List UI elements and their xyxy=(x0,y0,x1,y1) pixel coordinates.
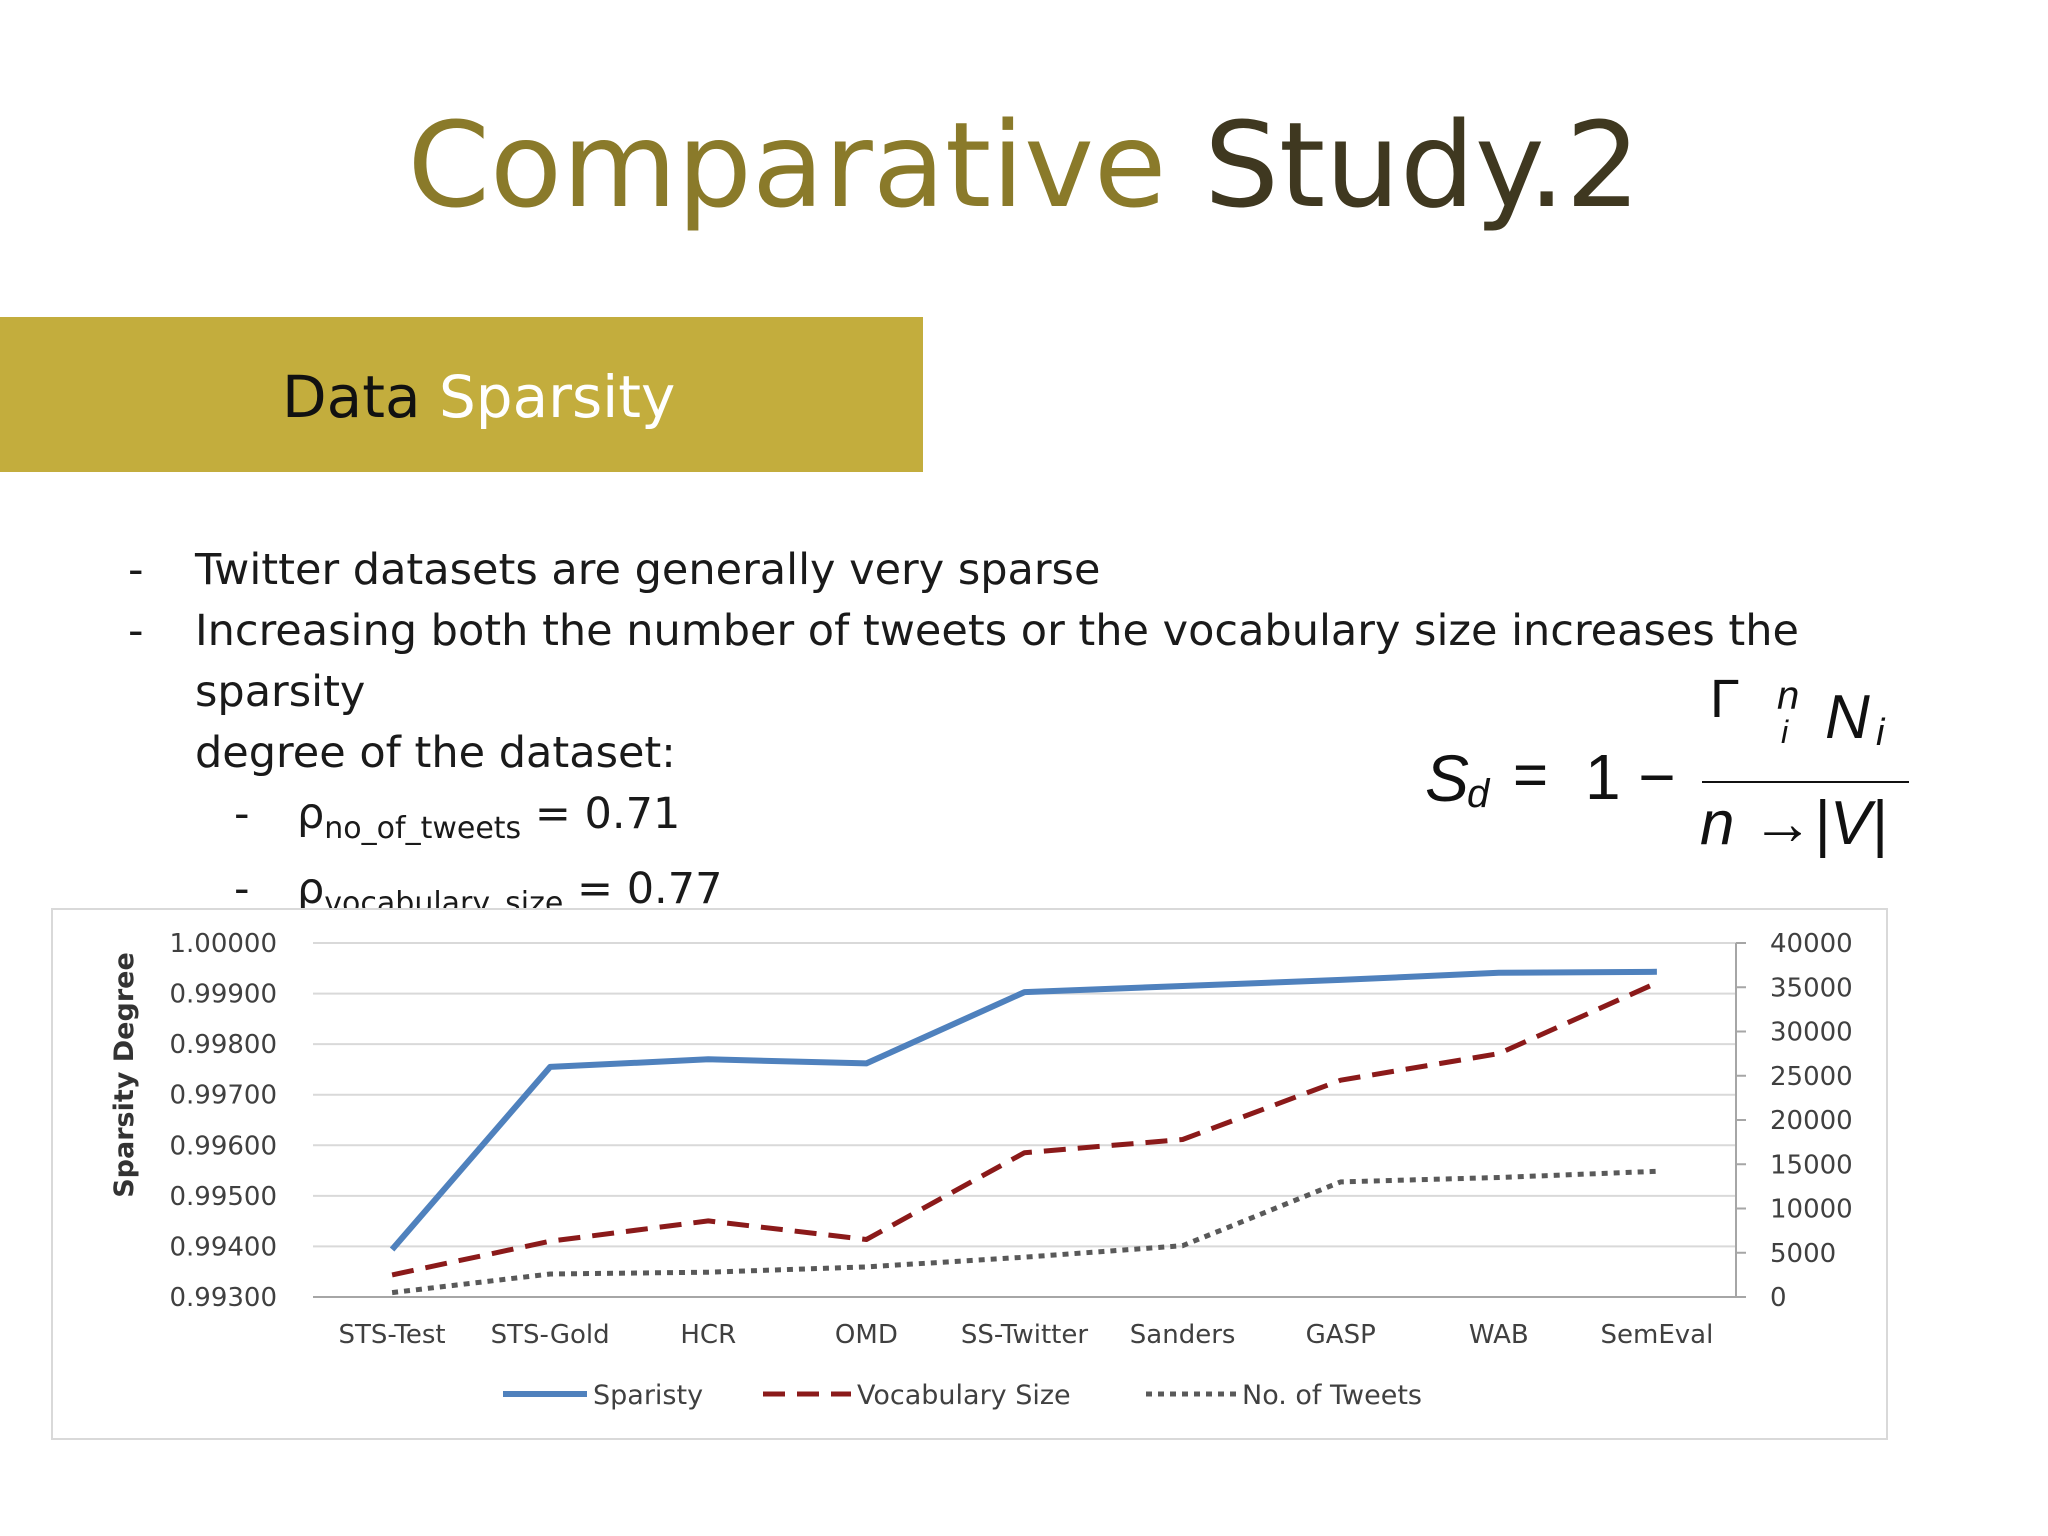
title-part-1: Comparative xyxy=(407,96,1167,234)
banner-title-part-2: Sparsity xyxy=(438,363,676,431)
bullet-list: - Twitter datasets are generally very sp… xyxy=(128,540,1928,934)
y2-tick-label: 10000 xyxy=(1770,1195,1853,1225)
section-banner xyxy=(0,317,923,472)
y2-tick-label: 40000 xyxy=(1770,929,1853,959)
y-tick-label: 0.99500 xyxy=(169,1182,277,1212)
rho-subscript: no_of_tweets xyxy=(324,811,522,846)
formula-bracket: Г xyxy=(1710,669,1740,729)
y2-tick-label: 15000 xyxy=(1770,1150,1853,1180)
series-line xyxy=(391,1168,1657,1296)
x-tick-label: STS-Gold xyxy=(491,1320,610,1350)
formula-numerator: N xyxy=(1825,683,1870,752)
bullet-dash: - xyxy=(128,606,144,656)
y-axis-label: Sparsity Degree xyxy=(109,952,140,1198)
banner-title: Data Sparsity xyxy=(282,362,675,432)
y2-tick-label: 20000 xyxy=(1770,1106,1853,1136)
y2-axis-ticks: 40000 35000 30000 25000 20000 15000 10000 5000 0 xyxy=(1736,929,1853,1313)
rho-symbol: ρ xyxy=(297,864,325,914)
x-tick-label: GASP xyxy=(1306,1320,1376,1350)
y-tick-label: 0.99400 xyxy=(169,1232,277,1262)
rho-symbol: ρ xyxy=(297,789,325,839)
y2-tick-label: 30000 xyxy=(1770,1018,1853,1048)
formula-one-minus: 1 − xyxy=(1585,741,1676,813)
y-tick-label: 0.99300 xyxy=(169,1283,277,1313)
y2-tick-label: 25000 xyxy=(1770,1062,1853,1092)
sparsity-formula: S d = 1 − Г n i N i n →|V| xyxy=(1425,669,1925,870)
banner-title-part-1: Data xyxy=(282,363,421,431)
series-line xyxy=(391,980,1658,1278)
formula-lhs: S xyxy=(1425,741,1470,815)
y-tick-label: 1.00000 xyxy=(169,929,277,959)
y2-tick-label: 0 xyxy=(1770,1283,1787,1313)
chart-frame: 1.00000 0.99900 0.99800 0.99700 0.99600 0.995… xyxy=(51,908,1888,1440)
y2-tick-label: 5000 xyxy=(1770,1239,1836,1269)
sub-bullet-item: - ρno_of_tweets = 0.71 xyxy=(128,784,1928,859)
legend-label: Sparisty xyxy=(593,1380,703,1411)
slide-title: Comparative Study.2 xyxy=(0,95,2048,235)
bullet-text: Twitter datasets are generally very spar… xyxy=(195,545,1101,595)
x-tick-label: HCR xyxy=(680,1320,736,1350)
fraction-bar xyxy=(1702,781,1909,783)
formula-lhs-sub: d xyxy=(1467,772,1490,816)
rho-value: = 0.71 xyxy=(534,789,681,839)
y-tick-label: 0.99800 xyxy=(169,1030,277,1060)
formula-denominator: n →|V| xyxy=(1700,789,1888,858)
formula-sum-top: n xyxy=(1777,674,1800,718)
bullet-dash: - xyxy=(234,864,250,914)
formula-equals: = xyxy=(1513,741,1549,808)
series-line xyxy=(389,968,1657,1252)
legend-label: Vocabulary Size xyxy=(857,1380,1071,1411)
x-tick-label: OMD xyxy=(835,1320,898,1350)
y-tick-label: 0.99700 xyxy=(169,1081,277,1111)
y2-tick-label: 35000 xyxy=(1770,973,1853,1003)
title-part-2: Study.2 xyxy=(1204,96,1641,234)
formula-numerator-sub: i xyxy=(1876,712,1885,754)
bullet-text: Increasing both the number of tweets or … xyxy=(195,606,1799,717)
chart-series xyxy=(389,968,1658,1296)
legend-label: No. of Tweets xyxy=(1242,1380,1422,1411)
x-tick-label: Sanders xyxy=(1130,1320,1236,1350)
chart-legend: Sparisty Vocabulary Size No. of Tweets xyxy=(503,1380,1422,1411)
bullet-dash: - xyxy=(234,789,250,839)
sparsity-chart: 1.00000 0.99900 0.99800 0.99700 0.99600 0.995… xyxy=(109,929,1853,1411)
x-tick-label: STS-Test xyxy=(339,1320,446,1350)
formula-sum-index: i xyxy=(1781,714,1789,750)
rho-value: = 0.77 xyxy=(577,864,723,914)
x-tick-label: SS-Twitter xyxy=(961,1320,1088,1350)
bullet-item: - Twitter datasets are generally very sp… xyxy=(128,540,1928,601)
y-tick-label: 0.99600 xyxy=(169,1131,277,1161)
y-axis-ticks: 1.00000 0.99900 0.99800 0.99700 0.99600 0.995… xyxy=(169,929,277,1313)
bullet-item: - Increasing both the number of tweets o… xyxy=(128,601,1928,784)
x-tick-label: WAB xyxy=(1469,1320,1529,1350)
x-tick-label: SemEval xyxy=(1601,1320,1714,1350)
bullet-text-continuation: degree of the dataset: xyxy=(195,728,676,778)
x-axis-ticks: STS-Test STS-Gold HCR OMD SS-Twitter Sanders G… xyxy=(339,1320,1714,1350)
bullet-dash: - xyxy=(128,545,144,595)
y-tick-label: 0.99900 xyxy=(169,980,277,1010)
